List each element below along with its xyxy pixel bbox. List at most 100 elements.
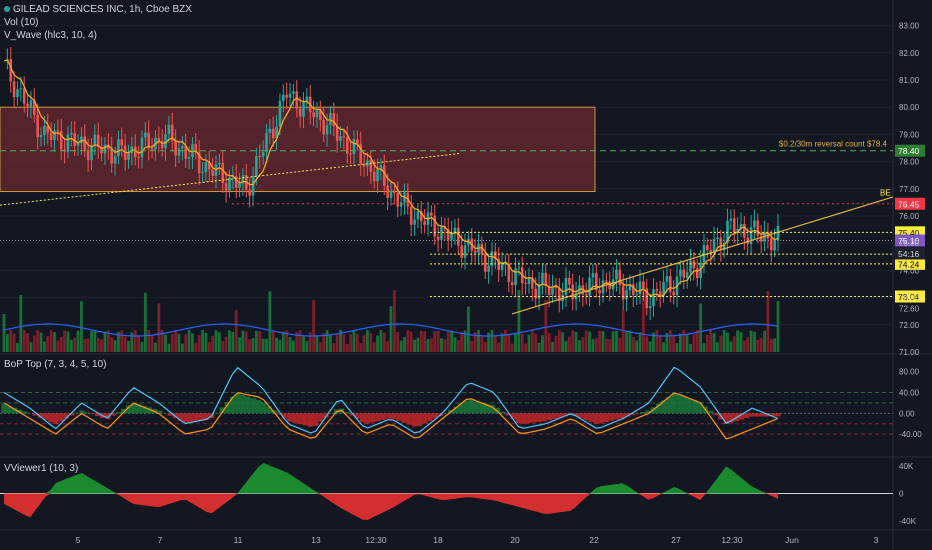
candle-body[interactable]: [379, 165, 383, 170]
candle-body[interactable]: [204, 162, 208, 172]
candle-body[interactable]: [531, 277, 534, 289]
candle-body[interactable]: [712, 239, 716, 253]
candle-body[interactable]: [497, 259, 500, 270]
candle-body[interactable]: [594, 273, 598, 291]
candle-body[interactable]: [527, 277, 531, 285]
candle-body[interactable]: [554, 286, 558, 289]
candle-body[interactable]: [517, 267, 521, 269]
candle-body[interactable]: [144, 132, 147, 138]
candle-body[interactable]: [26, 103, 29, 107]
candle-body[interactable]: [409, 206, 413, 225]
candle-body[interactable]: [490, 251, 494, 266]
candle-body[interactable]: [56, 130, 60, 132]
candle-body[interactable]: [473, 250, 477, 253]
candle-body[interactable]: [46, 125, 50, 133]
candle-body[interactable]: [504, 263, 507, 265]
candle-body[interactable]: [706, 245, 709, 251]
candle-body[interactable]: [382, 165, 386, 186]
candle-body[interactable]: [103, 144, 107, 154]
candle-body[interactable]: [652, 289, 655, 307]
candle-body[interactable]: [147, 132, 151, 149]
candle-body[interactable]: [12, 81, 16, 98]
candle-body[interactable]: [80, 136, 83, 144]
candle-body[interactable]: [366, 160, 369, 167]
candle-body[interactable]: [756, 220, 760, 236]
candle-body[interactable]: [224, 183, 228, 191]
candle-body[interactable]: [329, 113, 332, 126]
candle-body[interactable]: [524, 283, 527, 285]
candle-body[interactable]: [110, 148, 113, 164]
candle-body[interactable]: [70, 133, 73, 135]
candle-body[interactable]: [39, 134, 43, 138]
candle-body[interactable]: [96, 134, 100, 147]
candle-body[interactable]: [440, 226, 443, 240]
candle-body[interactable]: [197, 152, 201, 173]
candle-body[interactable]: [729, 218, 733, 221]
candle-body[interactable]: [325, 125, 329, 135]
candle-body[interactable]: [174, 140, 177, 156]
candle-body[interactable]: [238, 183, 241, 188]
candle-body[interactable]: [480, 243, 484, 254]
candle-body[interactable]: [776, 225, 780, 241]
candle-body[interactable]: [170, 124, 174, 141]
vviewer-legend[interactable]: VViewer1 (10, 3): [4, 463, 79, 474]
candle-body[interactable]: [322, 119, 325, 135]
candle-body[interactable]: [228, 177, 231, 191]
candle-body[interactable]: [312, 112, 315, 118]
candle-body[interactable]: [625, 290, 628, 300]
candle-body[interactable]: [615, 269, 618, 280]
candle-body[interactable]: [551, 286, 554, 295]
candle-body[interactable]: [645, 288, 649, 309]
candle-body[interactable]: [211, 169, 214, 177]
candle-body[interactable]: [292, 91, 295, 94]
candle-body[interactable]: [450, 232, 453, 240]
wave-legend[interactable]: V_Wave (hlc3, 10, 4): [4, 30, 98, 41]
candle-body[interactable]: [460, 245, 463, 258]
candle-body[interactable]: [248, 189, 251, 196]
candle-body[interactable]: [90, 145, 93, 161]
candle-body[interactable]: [574, 293, 578, 300]
candle-body[interactable]: [117, 139, 120, 157]
volume-legend[interactable]: Vol (10): [4, 17, 39, 28]
candle-body[interactable]: [483, 253, 487, 272]
candle-body[interactable]: [749, 227, 753, 244]
supply-zone[interactable]: [0, 106, 596, 193]
candle-body[interactable]: [648, 306, 652, 309]
candle-body[interactable]: [295, 91, 299, 109]
candle-body[interactable]: [588, 277, 591, 296]
candle-body[interactable]: [541, 272, 544, 285]
candle-body[interactable]: [184, 146, 188, 159]
candle-body[interactable]: [372, 171, 376, 182]
candle-body[interactable]: [635, 294, 638, 296]
candle-body[interactable]: [413, 219, 416, 225]
candle-body[interactable]: [167, 124, 171, 135]
dotted-trendline[interactable]: [0, 152, 461, 206]
candle-body[interactable]: [345, 137, 349, 154]
candle-body[interactable]: [194, 143, 198, 153]
candle-body[interactable]: [36, 114, 39, 138]
candle-body[interactable]: [356, 139, 359, 144]
candle-body[interactable]: [726, 220, 729, 243]
candle-body[interactable]: [255, 156, 258, 177]
candle-body[interactable]: [339, 136, 342, 141]
candle-body[interactable]: [669, 276, 672, 292]
candle-body[interactable]: [22, 88, 26, 104]
candle-body[interactable]: [571, 284, 575, 300]
candle-body[interactable]: [605, 280, 608, 282]
candle-body[interactable]: [181, 146, 184, 149]
candle-body[interactable]: [621, 284, 625, 300]
candle-body[interactable]: [423, 221, 426, 225]
symbol-legend[interactable]: GILEAD SCIENCES INC, 1h, Cboe BZX: [4, 3, 192, 16]
candle-body[interactable]: [399, 202, 403, 207]
rising-trendline[interactable]: [511, 196, 894, 315]
candle-body[interactable]: [631, 284, 635, 295]
candle-body[interactable]: [672, 291, 675, 296]
candle-body[interactable]: [231, 176, 235, 178]
candle-body[interactable]: [107, 144, 110, 149]
candle-body[interactable]: [127, 153, 130, 160]
candle-body[interactable]: [732, 218, 736, 233]
candle-body[interactable]: [157, 137, 161, 142]
candle-body[interactable]: [305, 96, 309, 102]
candle-body[interactable]: [258, 156, 262, 158]
candle-body[interactable]: [453, 227, 457, 233]
